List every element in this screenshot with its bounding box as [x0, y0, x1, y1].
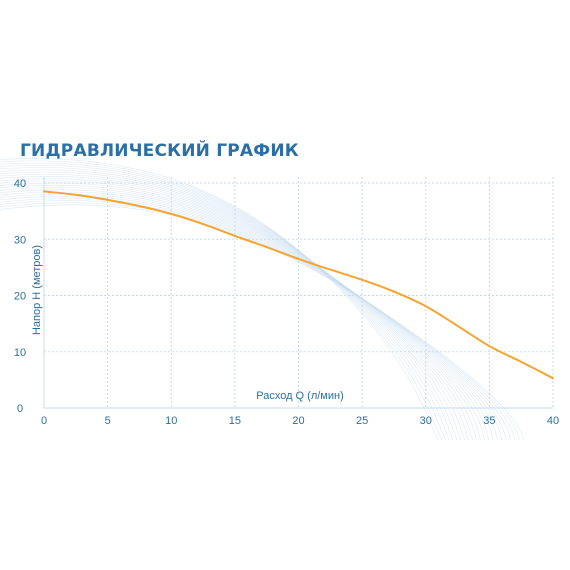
wave-line	[0, 173, 465, 440]
y-tick-label: 40	[14, 178, 26, 190]
wave-line	[0, 182, 481, 440]
wave-line	[0, 195, 507, 440]
wave-line	[0, 185, 485, 440]
wave-line	[0, 198, 511, 440]
chart-title: ГИДРАВЛИЧЕСКИЙ ГРАФИК	[20, 139, 299, 161]
x-tick-label: 0	[41, 415, 47, 427]
background-wave-decoration	[0, 158, 524, 440]
axes	[43, 177, 553, 409]
wave-line	[0, 160, 443, 440]
grid-lines	[44, 177, 554, 408]
x-tick-label: 30	[420, 415, 432, 427]
wave-line	[0, 176, 469, 440]
wave-line	[0, 189, 494, 440]
y-tick-label: 20	[14, 291, 26, 303]
x-tick-label: 35	[483, 415, 495, 427]
x-tick-label: 40	[547, 415, 559, 427]
wave-line	[0, 171, 461, 440]
x-axis-label: Расход Q (л/мин)	[256, 390, 344, 402]
x-tick-label: 15	[229, 415, 241, 427]
wave-line	[0, 187, 490, 440]
y-tick-label: 0	[17, 403, 23, 415]
wave-line	[0, 191, 498, 440]
y-tick-label: 30	[14, 234, 26, 246]
wave-line	[0, 162, 446, 440]
wave-line	[0, 169, 458, 440]
y-axis-label: Напор H (метров)	[31, 245, 43, 335]
wave-line	[0, 167, 454, 440]
x-tick-labels: 0 5 10 15 20 25 30 35 40	[41, 415, 559, 427]
wave-line	[0, 178, 473, 440]
y-tick-labels: 0 10 20 30 40	[14, 178, 26, 415]
x-tick-label: 5	[105, 415, 111, 427]
x-tick-label: 20	[292, 415, 304, 427]
wave-line	[0, 165, 450, 440]
wave-line	[0, 193, 502, 440]
x-tick-label: 10	[165, 415, 177, 427]
x-tick-label: 25	[356, 415, 368, 427]
wave-line	[0, 180, 477, 440]
pump-curve-line	[43, 190, 554, 380]
y-tick-label: 10	[14, 347, 26, 359]
wave-line	[0, 202, 520, 440]
series-layer	[43, 190, 554, 380]
